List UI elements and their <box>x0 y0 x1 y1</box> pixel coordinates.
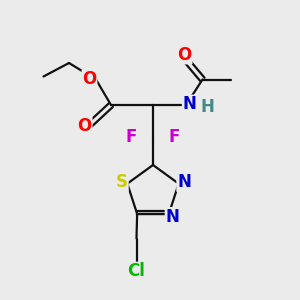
Text: S: S <box>116 173 128 191</box>
Text: O: O <box>82 70 97 88</box>
Text: H: H <box>200 98 214 116</box>
Text: O: O <box>177 46 192 64</box>
Text: N: N <box>183 95 196 113</box>
Text: O: O <box>77 117 92 135</box>
Text: N: N <box>177 173 191 191</box>
Text: F: F <box>169 128 180 146</box>
Text: F: F <box>126 128 137 146</box>
Text: Cl: Cl <box>128 262 146 280</box>
Text: N: N <box>166 208 179 226</box>
